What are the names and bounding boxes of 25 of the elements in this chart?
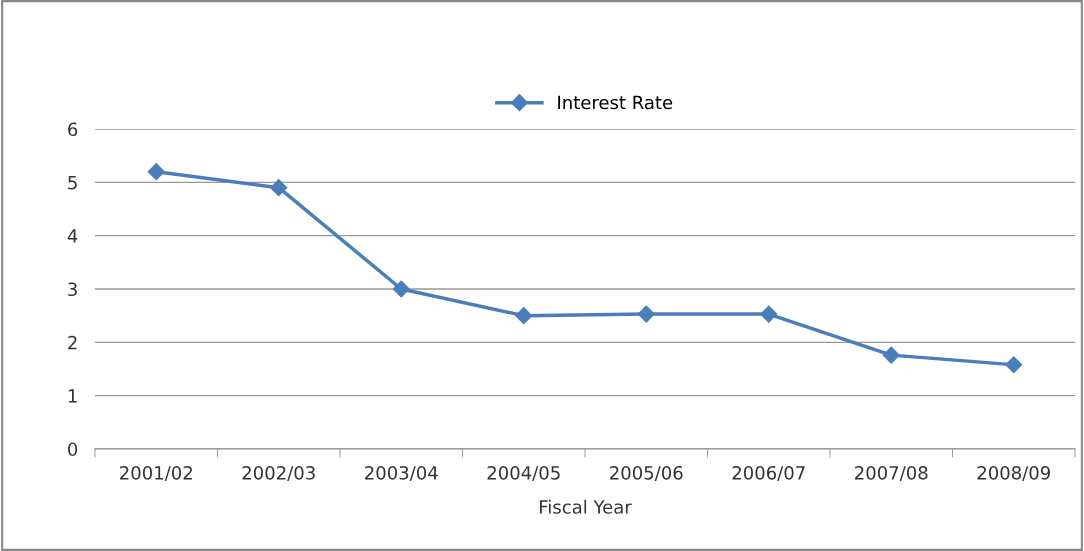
y-tick-label: 6 (68, 122, 78, 137)
y-tick-label: 5 (68, 176, 77, 190)
y-tick-label: 1 (68, 389, 77, 403)
point (147, 163, 165, 181)
x-tick-label: 2002/03 (242, 465, 315, 482)
x-tick-label: 2005/06 (610, 465, 683, 482)
y-tick-label: 2 (68, 335, 77, 350)
x-tick-label: 2001/02 (120, 465, 192, 482)
point (1005, 356, 1023, 374)
point (392, 280, 410, 298)
y-tick-label: 3 (68, 282, 77, 297)
point (515, 307, 533, 325)
x-tick-label: 2006/07 (732, 465, 805, 482)
x-tick-label: 2007/08 (855, 465, 928, 482)
point (882, 346, 900, 364)
x-tick-label: 2003/04 (365, 465, 438, 482)
y-tick-label: 4 (67, 229, 78, 243)
point (760, 305, 778, 323)
x-tick-label: 2004/05 (487, 465, 560, 482)
x-axis-title: Fiscal Year (540, 499, 632, 514)
legend-label: Interest Rate (558, 95, 673, 110)
point (637, 305, 655, 323)
y-tick-label: 0 (68, 442, 78, 457)
point (270, 179, 288, 197)
x-tick-label: 2008/09 (977, 465, 1050, 482)
